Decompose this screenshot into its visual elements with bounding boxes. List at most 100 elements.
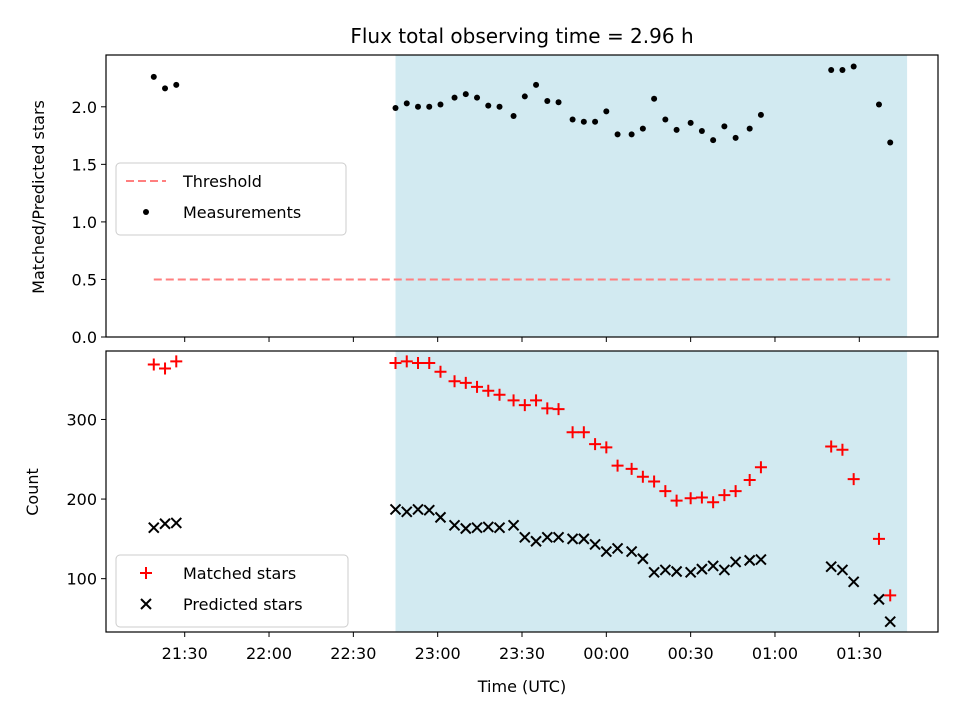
predicted-star-point [493,522,506,534]
ratio-legend: Threshold Measurements [115,162,347,236]
x-tick-label: 23:00 [415,644,461,663]
measurement-point [614,131,621,138]
predicted-star-point [637,553,649,565]
matched-star-point [147,358,160,371]
measurement-point [721,123,728,130]
matched-star-point [884,589,897,602]
measurement-point [451,94,458,101]
legend-box [115,162,347,236]
axes-frame [105,54,939,338]
x-tick-label: 01:00 [752,644,798,663]
matched-star-point [695,491,708,504]
x-tick-label: 23:30 [499,644,545,663]
predicted-star-point [170,517,182,529]
predicted-star-point [589,538,601,551]
predicted-star-point [412,503,424,516]
y-axis-label-ratio: Matched/Predicted stars [29,100,48,294]
y-tick-label: 100 [66,570,97,589]
matched-star-point [423,356,436,369]
predicted-star-point [389,503,402,516]
measurement-point [875,101,882,108]
y-axis-label-count: Count [23,468,42,516]
y-tick-label: 0.5 [72,270,97,289]
measurement-point [173,81,180,88]
matched-star-point [459,376,472,389]
matched-star-point [684,492,697,505]
predicted-star-point [611,542,624,555]
matched-star-point [670,494,683,507]
chart-title: Flux total observing time = 2.96 h [350,24,693,48]
measurement-point [732,134,739,141]
measurement-point [162,85,169,92]
predicted-star-point [729,556,742,568]
predicted-star-point [707,560,719,572]
matched-star-point [600,441,613,454]
measurement-point [628,131,635,138]
legend-predicted-swatch [140,598,152,610]
matched-star-point [836,443,849,456]
predicted-star-point [578,533,590,545]
matched-star-point [493,388,506,401]
matched-star-point [389,356,402,369]
predicted-star-point [552,531,565,543]
predicted-star-point [434,511,447,524]
matched-star-point [718,489,731,502]
y-tick-label: 1.5 [72,155,97,174]
matched-star-point [625,462,638,475]
predicted-star-point [755,553,767,566]
measurement-point [839,66,846,73]
y-tick-label: 300 [66,410,97,429]
matched-star-point [743,473,756,486]
predicted-star-point [625,545,638,558]
predicted-star-point [482,521,494,533]
matched-star-point [482,384,495,397]
matched-star-point [434,365,447,378]
measurement-point [403,100,410,107]
measurement-point [592,118,599,125]
matched-star-point [872,532,885,545]
bottom-panel: 100 200 300 21:30 22:00 22:30 23:00 23:30 00:00 0… [66,350,939,663]
measurement-point [828,66,835,73]
measurement-point [392,104,399,111]
predicted-star-point [423,504,435,516]
matched-star-point [754,461,767,474]
matched-star-point [729,485,742,498]
matched-star-point [566,426,579,439]
legend-label: Matched stars [183,564,296,583]
measurement-point [603,108,610,115]
measurement-point [757,111,764,118]
x-tick-label: 01:30 [836,644,882,663]
matched-star-point [707,496,720,509]
x-tick-label: 00:30 [668,644,714,663]
measurement-point [687,119,694,126]
matched-star-point [659,485,672,498]
measurement-point [533,81,540,88]
matched-star-point [530,394,543,407]
predicted-star-point [718,564,731,576]
predicted-star-point [519,531,531,543]
measurement-point [651,95,658,102]
predicted-star-point [684,566,697,579]
measurement-point [544,98,551,105]
predicted-star-point [507,519,520,532]
predicted-star-point [471,522,483,534]
predicted-star-point [696,563,708,575]
count-legend: Matched stars Predicted stars [115,554,349,628]
predicted-star-point [670,565,683,578]
axes-frame [105,350,939,633]
predicted-star-point [743,554,756,567]
x-tick-label: 22:30 [330,644,376,663]
predicted-star-point [659,564,672,576]
predicted-star-point [873,593,885,606]
legend-label: Threshold [182,172,262,191]
matched-star-point [159,362,172,375]
predicted-star-point [148,522,160,534]
measurement-point [850,63,857,70]
predicted-star-point [884,615,896,628]
matched-star-point [448,375,461,388]
y-tick-label: 2.0 [72,98,97,117]
top-panel: 0.0 0.5 1.0 1.5 2.0 Threshold Measurements [72,54,939,347]
measurement-point [426,103,433,110]
